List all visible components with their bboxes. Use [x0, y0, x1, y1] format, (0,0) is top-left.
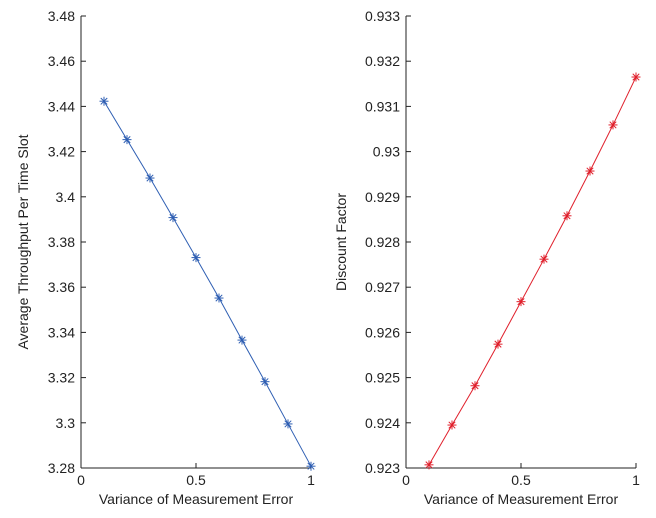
y-tick-label: 3.28: [48, 460, 75, 476]
left-panel-throughput: 3.28 3.3 3.32 3.34 3.36 3.38 3.4 3.42 3.44 3.46 3.…: [15, 8, 316, 507]
series-line: [103, 100, 312, 467]
y-tick-label: 3.44: [48, 98, 75, 114]
x-tick-label: 0.5: [186, 472, 206, 488]
y-axis-label: Discount Factor: [333, 193, 349, 291]
data-point-marker: [608, 120, 618, 130]
y-tick-label: 3.48: [48, 8, 75, 24]
data-point-marker: [631, 72, 641, 82]
y-tick-label: 3.4: [56, 189, 76, 205]
y-tick-label: 3.32: [48, 370, 75, 386]
y-tick-label: 0.93: [373, 144, 400, 160]
y-tick-label: 0.925: [365, 370, 400, 386]
data-point-marker: [516, 297, 526, 307]
data-point-marker: [585, 166, 595, 176]
y-tick-label: 0.923: [365, 460, 400, 476]
x-tick-label: 0.5: [511, 472, 531, 488]
y-tick-label: 0.926: [365, 324, 400, 340]
data-point-marker: [306, 461, 316, 471]
y-tick-label: 0.929: [365, 189, 400, 205]
data-point-marker: [539, 254, 549, 264]
y-tick-label: 0.931: [365, 98, 400, 114]
data-point-marker: [562, 211, 572, 221]
x-tick-label: 0: [77, 472, 85, 488]
y-axis-label: Average Throughput Per Time Slot: [15, 134, 31, 349]
data-point-marker: [237, 335, 247, 345]
data-point-marker: [145, 173, 155, 183]
data-point-marker: [214, 293, 224, 303]
data-point-marker: [260, 377, 270, 387]
y-tick-label: 3.36: [48, 279, 75, 295]
y-tick-label: 3.34: [48, 324, 75, 340]
x-tick-label: 0: [402, 472, 410, 488]
x-axis-label: Variance of Measurement Error: [99, 491, 294, 507]
right-panel-discount-factor: 0.923 0.924 0.925 0.926 0.927 0.928 0.929 0.93 0…: [333, 8, 641, 507]
series-line: [428, 76, 637, 466]
y-tick-label: 3.38: [48, 234, 75, 250]
y-tick-label: 3.46: [48, 53, 75, 69]
data-point-marker: [470, 381, 480, 391]
y-tick-label: 0.924: [365, 415, 400, 431]
data-point-marker: [191, 253, 201, 263]
x-tick-label: 1: [307, 472, 315, 488]
x-tick-label: 1: [632, 472, 640, 488]
data-point-marker: [493, 339, 503, 349]
y-tick-label: 0.933: [365, 8, 400, 24]
data-point-marker: [168, 213, 178, 223]
y-tick-label: 3.3: [56, 415, 76, 431]
data-point-marker: [283, 419, 293, 429]
y-tick-label: 0.928: [365, 234, 400, 250]
x-axis-label: Variance of Measurement Error: [424, 491, 619, 507]
y-tick-label: 0.927: [365, 279, 400, 295]
y-tick-label: 3.42: [48, 144, 75, 160]
y-tick-label: 0.932: [365, 53, 400, 69]
data-point-marker: [122, 135, 132, 145]
data-point-marker: [424, 460, 434, 470]
data-point-marker: [99, 96, 109, 106]
data-point-marker: [447, 420, 457, 430]
